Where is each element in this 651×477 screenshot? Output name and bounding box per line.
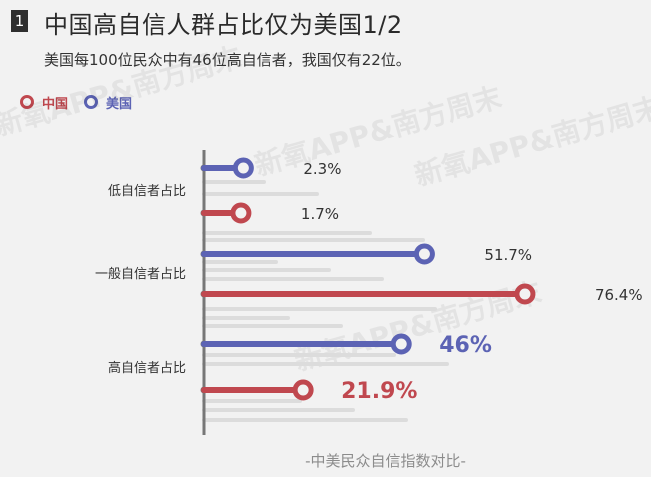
section-number-badge: 1 bbox=[11, 10, 28, 32]
legend-marker-china bbox=[20, 95, 34, 109]
bar-end-marker bbox=[514, 283, 536, 305]
category-label: 低自信者占比 bbox=[108, 184, 186, 199]
category-label: 高自信者占比 bbox=[108, 360, 186, 376]
data-label: 76.4% bbox=[595, 286, 643, 304]
page-title: 中国高自信人群占比仅为美国1/2 bbox=[44, 11, 403, 39]
legend-label-usa: 美国 bbox=[106, 96, 133, 112]
data-label: 51.7% bbox=[484, 246, 532, 264]
legend-item-usa: 美国 bbox=[84, 93, 132, 112]
bar-end-marker bbox=[292, 379, 314, 401]
data-label: 1.7% bbox=[301, 205, 339, 223]
bar-end-marker bbox=[413, 243, 435, 265]
category-label: 一般自信者占比 bbox=[95, 266, 186, 282]
legend-marker-usa bbox=[84, 95, 99, 109]
bar-end-marker bbox=[230, 202, 252, 224]
chart-footer-caption: -中美民众自信指数对比- bbox=[305, 452, 466, 470]
legend-label-china: 中国 bbox=[42, 96, 69, 112]
chart-legend: 中国 美国 bbox=[20, 93, 148, 112]
data-label: 21.9% bbox=[341, 379, 417, 404]
data-label: 46% bbox=[439, 333, 492, 358]
data-label: 2.3% bbox=[303, 160, 341, 178]
bar-end-marker bbox=[390, 333, 412, 355]
legend-item-china: 中国 bbox=[20, 93, 68, 112]
page-subtitle: 美国每100位民众中有46位高自信者，我国仅有22位。 bbox=[44, 51, 411, 69]
bar-end-marker bbox=[232, 157, 254, 179]
